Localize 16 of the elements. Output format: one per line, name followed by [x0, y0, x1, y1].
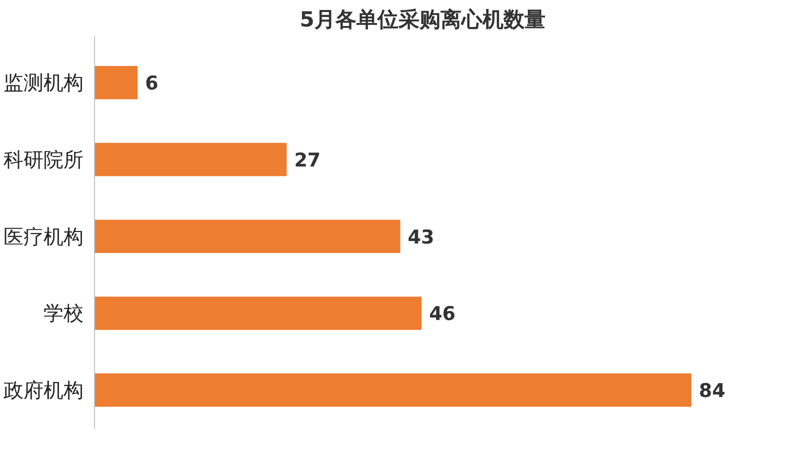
y-tick-label: 科研院所 — [4, 147, 84, 172]
bar — [94, 66, 138, 100]
bar — [94, 296, 422, 330]
bar — [94, 220, 400, 253]
y-tick-label: 学校 — [44, 301, 84, 326]
y-tick-label: 政府机构 — [4, 378, 84, 402]
bar — [94, 373, 692, 407]
y-tick-label: 医疗机构 — [4, 224, 84, 248]
data-label: 6 — [145, 72, 158, 95]
data-label: 46 — [429, 303, 456, 326]
bar — [94, 142, 287, 176]
data-label: 84 — [698, 380, 726, 402]
y-tick-label: 监测机构 — [4, 70, 84, 95]
data-label: 43 — [408, 226, 434, 248]
data-label: 27 — [294, 149, 321, 172]
chart-title: 5月各单位采购离心机数量 — [300, 8, 546, 32]
